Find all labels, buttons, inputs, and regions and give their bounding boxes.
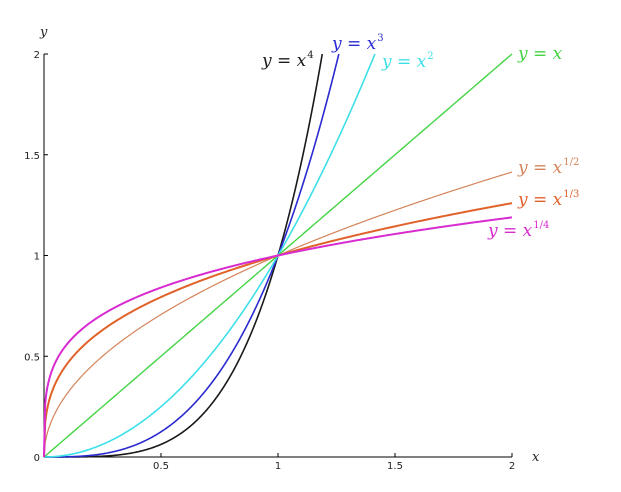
y-tick-label: 0 bbox=[34, 453, 40, 464]
curve-labels: y = x4y = x3y = x2 y = xy = x1/2y = x1/3y… bbox=[261, 33, 579, 241]
curve-label-base: y = x bbox=[517, 190, 563, 210]
x-tick-label: 0.5 bbox=[153, 461, 169, 472]
y-tick-label: 1 bbox=[34, 252, 40, 263]
curve-label-x-pow-2: y = x2 bbox=[381, 51, 434, 72]
curve-label-x-pow-4: y = x4 bbox=[261, 50, 314, 71]
curves bbox=[43, 53, 513, 458]
curve-x-pow-2 bbox=[44, 53, 376, 458]
x-ticks: 0.5 1 1.5 2 bbox=[153, 453, 515, 472]
curve-label-x-pow-1: y = x bbox=[517, 44, 563, 64]
y-axis-label: y bbox=[39, 25, 48, 40]
curve-label-exponent: 1/2 bbox=[563, 157, 579, 168]
curve-label-exponent: 3 bbox=[377, 33, 383, 44]
y-tick-label: 1.5 bbox=[24, 151, 40, 162]
curve-label-base: y = x bbox=[487, 221, 533, 241]
x-axis-label: x bbox=[532, 450, 540, 465]
curve-label-x-pow-1-3: y = x1/3 bbox=[517, 189, 579, 210]
y-tick-label: 2 bbox=[34, 50, 40, 61]
curve-label-base: y = x bbox=[517, 158, 563, 178]
curve-label-x-pow-1-4: y = x1/4 bbox=[487, 220, 549, 241]
y-tick-label: 0.5 bbox=[24, 352, 40, 363]
curve-label-base: y = x bbox=[381, 52, 427, 72]
curve-label-exponent: 2 bbox=[427, 51, 433, 62]
curve-label-x-pow-1-2: y = x1/2 bbox=[517, 157, 579, 178]
curve-x-pow-1-3 bbox=[43, 202, 513, 458]
curve-label-exponent: 4 bbox=[307, 50, 313, 61]
curve-x-pow-1-2 bbox=[43, 171, 513, 458]
curve-label-exponent: 1/3 bbox=[563, 189, 579, 200]
curve-label-base: y = x bbox=[331, 34, 377, 54]
x-tick-label: 2 bbox=[509, 461, 515, 472]
curve-label-exponent: 1/4 bbox=[533, 220, 549, 231]
curve-label-base: y = x bbox=[261, 51, 307, 71]
curve-label-x-pow-3: y = x3 bbox=[331, 33, 384, 54]
curve-x-pow-1-4 bbox=[43, 216, 513, 458]
curve-x-pow-3 bbox=[43, 53, 340, 458]
x-tick-label: 1 bbox=[275, 461, 281, 472]
curve-label-base: y = x bbox=[517, 44, 563, 64]
x-tick-label: 1.5 bbox=[387, 461, 403, 472]
